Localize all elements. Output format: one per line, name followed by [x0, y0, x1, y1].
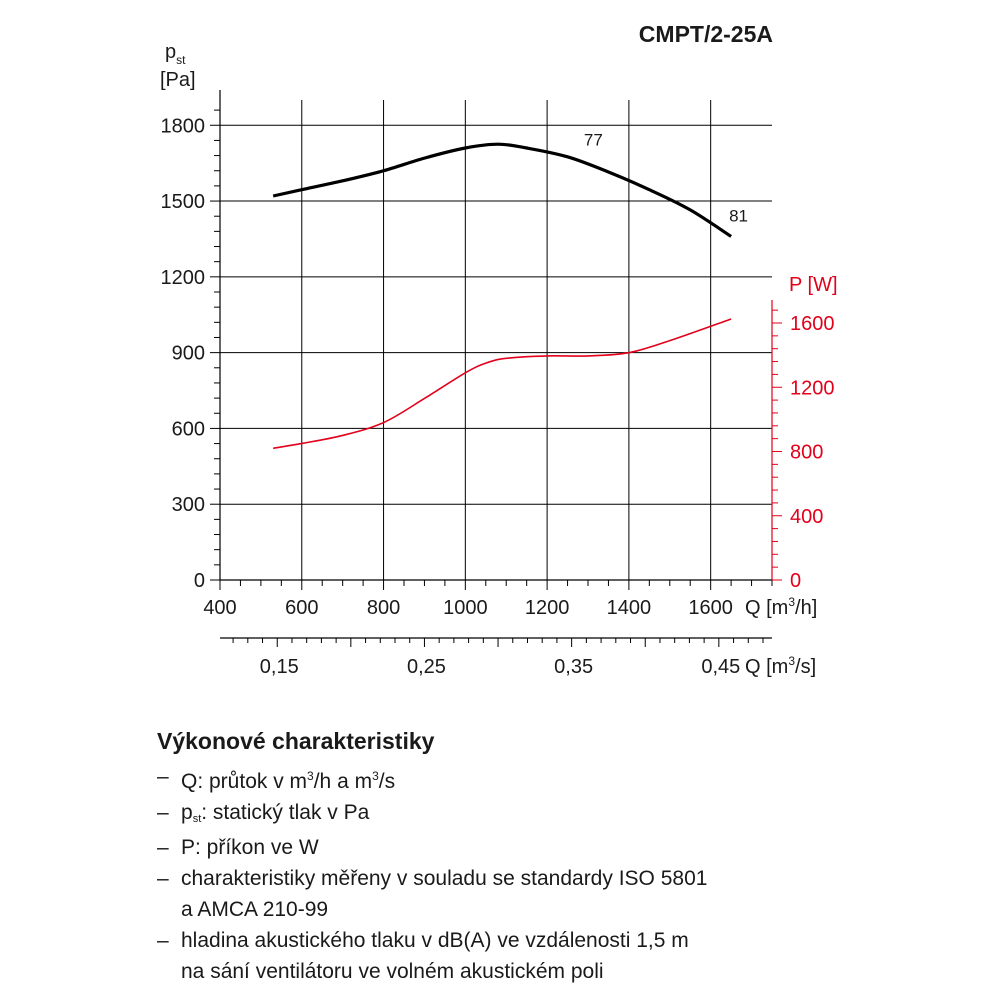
legend-sub: st [192, 813, 202, 825]
legend-text-part: /s [378, 770, 396, 793]
y-axis-title: pst [165, 41, 186, 67]
power-curve [273, 318, 732, 450]
legend-item-text: Q: průtok v m3/h a m3/s [181, 761, 917, 797]
performance-chart: CMPT/2-25A 0 300 600 900 1200 1500 1800 400 600 8… [160, 21, 838, 678]
y-axis-unit: [Pa] [160, 69, 196, 91]
y-axis-title-main: p [165, 41, 176, 63]
x-tick-label: 1200 [525, 597, 570, 619]
legend-item-text: P: příkon ve W [181, 836, 319, 859]
x-tick-label: 400 [203, 597, 236, 619]
y-tick-label: 1500 [161, 191, 206, 213]
y-tick-label: 1800 [161, 115, 206, 137]
series-group [272, 142, 732, 450]
y2-tick-label: 400 [790, 506, 823, 528]
x2-axis-title-end: /s] [795, 656, 816, 678]
legend-item-text: pst: statický tlak v Pa [181, 797, 917, 832]
legend-item-noise: – hladina akustického tlaku v dB(A) ve v… [157, 925, 917, 987]
legend-item-power: – P: příkon ve W [157, 832, 917, 863]
x2-tick-label: 0,25 [407, 656, 446, 678]
x-tick-label: 1400 [607, 597, 652, 619]
y2-tick-label: 1200 [790, 377, 835, 399]
y-tick-label: 1200 [161, 267, 206, 289]
legend-text-part: p [181, 801, 193, 824]
legend-sup: 3 [372, 769, 379, 783]
x2-tick-label: 0,15 [260, 656, 299, 678]
legend-block: Výkonové charakteristiky – Q: průtok v m… [157, 728, 917, 987]
legend-line: charakteristiky měřeny v souladu se stan… [181, 867, 708, 890]
y-tick-label: 900 [172, 343, 205, 365]
legend-text-part: /h a m [313, 770, 373, 793]
pressure-curve [272, 142, 732, 238]
legend-item-standards: – charakteristiky měřeny v souladu se st… [157, 863, 917, 925]
x2-axis-title-sup: 3 [788, 654, 795, 668]
y2-tick-label: 800 [790, 442, 823, 464]
x2-axis-title: Q [m3/s] [745, 654, 816, 678]
chart-title: CMPT/2-25A [639, 21, 773, 47]
list-dash: – [157, 929, 169, 952]
x-axis-title-main: Q [m [745, 597, 788, 619]
y-tick-label: 300 [172, 494, 205, 516]
legend-line: hladina akustického tlaku v dB(A) ve vzd… [181, 929, 689, 952]
x-axis-title-sup: 3 [788, 595, 795, 609]
x-axis-title: Q [m3/h] [745, 595, 817, 619]
x-tick-label: 1600 [688, 597, 733, 619]
list-dash: – [157, 867, 169, 890]
legend-item-text: hladina akustického tlaku v dB(A) ve vzd… [181, 925, 917, 987]
y2-tick-label: 1600 [790, 313, 835, 335]
y-axis-title-sub: st [176, 53, 186, 67]
legend-item-pressure: – pst: statický tlak v Pa [157, 797, 917, 832]
x2-axis-title-main: Q [m [745, 656, 788, 678]
y2-axis-title: P [W] [789, 274, 838, 296]
curve-annotation: 81 [729, 206, 748, 225]
legend-sup: 3 [307, 769, 314, 783]
x-axis-title-end: /h] [795, 597, 817, 619]
legend-title: Výkonové charakteristiky [157, 728, 435, 754]
x-tick-label: 800 [367, 597, 400, 619]
x-tick-label: 600 [285, 597, 318, 619]
legend-line: na sání ventilátoru ve volném akustickém… [181, 960, 604, 983]
y2-tick-label: 0 [790, 570, 801, 592]
grid [220, 100, 772, 580]
legend-text-part: Q: průtok v m [181, 770, 308, 793]
axis-labels: 0 300 600 900 1200 1500 1800 400 600 800 1000 1200 1… [161, 115, 835, 678]
legend-text-part: : statický tlak v Pa [201, 801, 370, 824]
list-dash: – [157, 836, 169, 859]
x-tick-label: 1000 [443, 597, 488, 619]
y-tick-label: 600 [172, 418, 205, 440]
axes [210, 90, 782, 647]
list-dash: – [157, 765, 169, 788]
x2-tick-label: 0,45 [701, 656, 740, 678]
x2-tick-label: 0,35 [554, 656, 593, 678]
y-tick-label: 0 [194, 570, 205, 592]
curve-annotation: 77 [584, 130, 603, 149]
legend-item-text: charakteristiky měřeny v souladu se stan… [181, 863, 917, 925]
legend-item-flow: – Q: průtok v m3/h a m3/s [157, 761, 917, 797]
list-dash: – [157, 801, 169, 824]
legend-line: a AMCA 210-99 [181, 898, 329, 921]
